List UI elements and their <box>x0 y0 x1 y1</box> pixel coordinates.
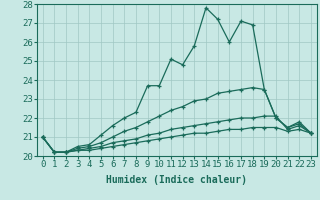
X-axis label: Humidex (Indice chaleur): Humidex (Indice chaleur) <box>106 175 247 185</box>
